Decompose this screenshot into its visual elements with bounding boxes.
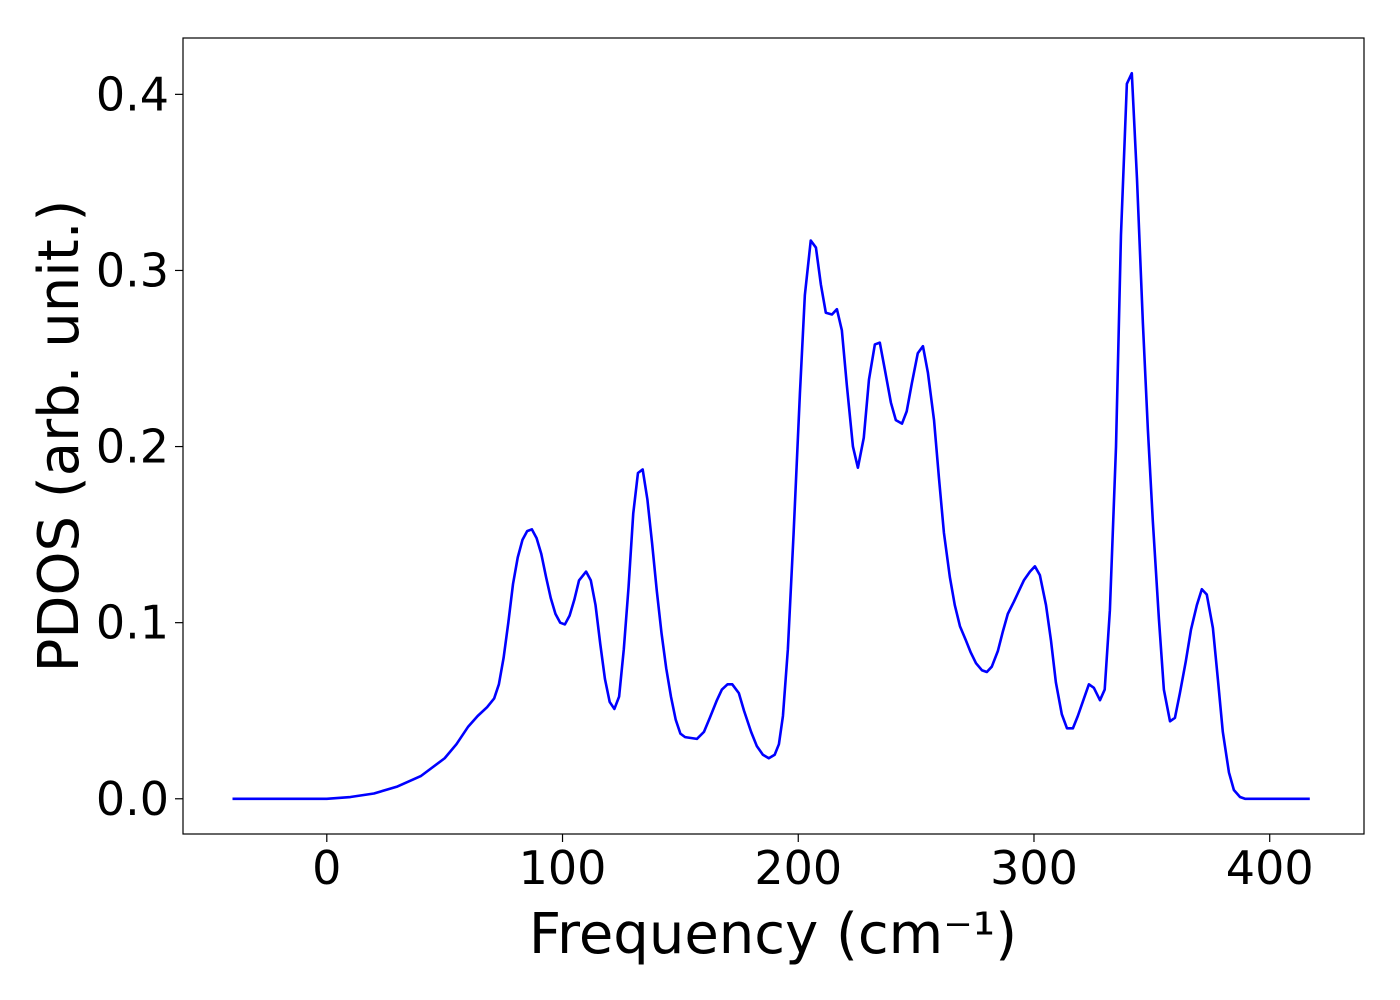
x-tick-label: 100 [519, 841, 607, 895]
x-tick-label: 0 [312, 841, 341, 895]
y-tick-label: 0.0 [96, 772, 169, 826]
y-tick-label: 0.1 [96, 596, 169, 650]
y-axis-label: PDOS (arb. unit.) [27, 200, 92, 673]
x-tick-label: 300 [990, 841, 1078, 895]
plot-frame [182, 37, 1365, 835]
x-tick-label: 400 [1226, 841, 1314, 895]
y-tick-label: 0.3 [96, 243, 169, 297]
y-tick-label: 0.4 [96, 67, 169, 121]
y-tick-label: 0.2 [96, 420, 169, 474]
x-tick-label: 200 [754, 841, 842, 895]
pdos-line [232, 71, 1310, 801]
x-axis-label: Frequency (cm⁻¹) [529, 902, 1017, 967]
